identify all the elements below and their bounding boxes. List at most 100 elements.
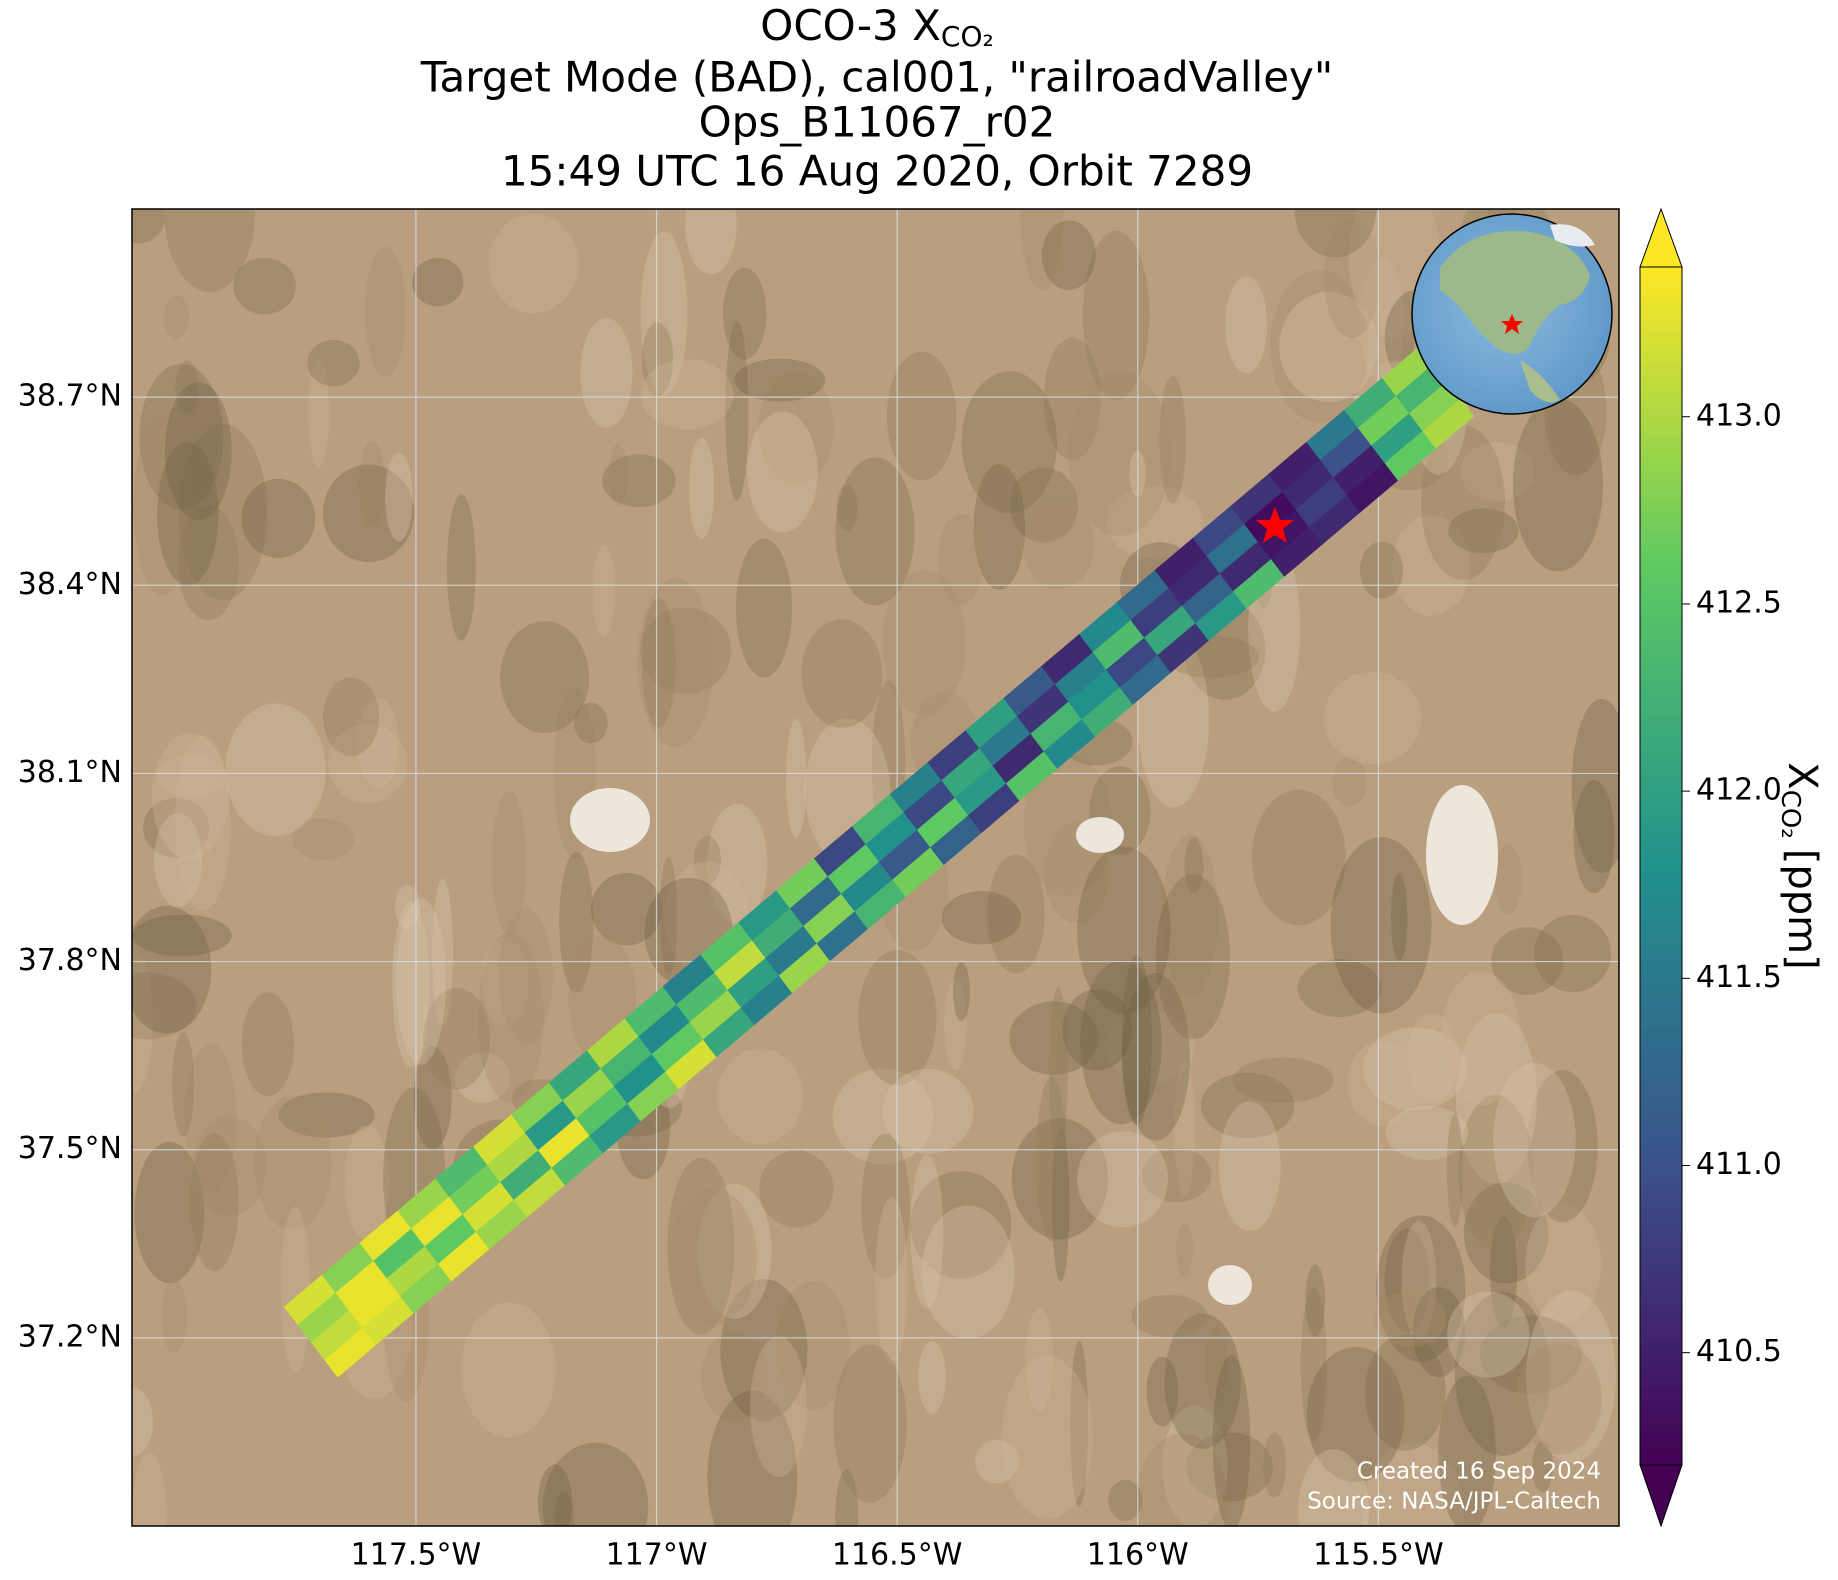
terrain <box>1020 209 1064 290</box>
terrain <box>640 231 688 396</box>
colorbar-segment <box>1640 488 1682 496</box>
terrain <box>385 452 413 542</box>
terrain <box>132 949 153 1094</box>
terrain <box>1412 1286 1466 1378</box>
terrain <box>1011 1118 1108 1240</box>
colorbar-segment <box>1640 644 1682 651</box>
terrain <box>1041 220 1096 290</box>
terrain <box>1460 442 1535 502</box>
colorbar-segment <box>1640 410 1682 418</box>
terrain <box>1526 1290 1616 1463</box>
colorbar-segment <box>1640 512 1682 520</box>
terrain <box>327 723 407 804</box>
colorbar-segment <box>1640 698 1682 705</box>
target-star <box>1501 314 1523 334</box>
colorbar-segment <box>1640 830 1682 837</box>
colorbar-segment <box>1640 871 1682 879</box>
colorbar-segment <box>1640 1315 1682 1322</box>
colorbar-segment <box>1640 542 1682 550</box>
terrain <box>944 980 967 1071</box>
map-frame <box>131 208 1620 1527</box>
colorbar-segment <box>1640 530 1682 538</box>
colorbar-segment <box>1640 788 1682 795</box>
terrain <box>1446 1113 1463 1228</box>
colorbar-segment <box>1640 386 1682 394</box>
terrain <box>163 209 256 292</box>
terrain <box>1525 1203 1601 1324</box>
terrain <box>395 885 421 929</box>
colorbar-label-part: [ppm] <box>1779 849 1825 970</box>
colorbar-segment <box>1640 458 1682 466</box>
terrain <box>132 914 232 957</box>
terrain <box>500 621 590 734</box>
terrain <box>1494 844 1522 914</box>
terrain <box>134 1141 205 1284</box>
terrain <box>172 1032 195 1137</box>
colorbar-segment <box>1640 368 1682 376</box>
terrain <box>747 411 818 533</box>
colorbar-segment <box>1640 560 1682 568</box>
colorbar-tick-label: 413.0 <box>1696 398 1782 433</box>
terrain <box>1212 1355 1251 1526</box>
terrain <box>1184 837 1204 893</box>
colorbar-segment <box>1640 398 1682 406</box>
colorbar-segment <box>1640 1063 1682 1071</box>
terrain <box>481 938 530 1026</box>
colorbar-tick-label: 410.5 <box>1696 1334 1782 1369</box>
colorbar-segment <box>1640 848 1682 855</box>
terrain <box>886 351 957 481</box>
terrain <box>1025 1308 1054 1412</box>
terrain <box>323 677 380 757</box>
terrain <box>308 359 330 467</box>
terrain <box>491 791 527 936</box>
title-text: OCO-3 X <box>760 1 941 50</box>
colorbar-segment <box>1640 1003 1682 1011</box>
colorbar-segment <box>1640 446 1682 454</box>
colorbar-segment <box>1640 1105 1682 1113</box>
colorbar-segment <box>1640 1213 1682 1221</box>
colorbar-segment <box>1640 1093 1682 1101</box>
colorbar-segment <box>1640 1273 1682 1280</box>
terrain <box>590 872 663 946</box>
colorbar-extend-max <box>1639 207 1683 268</box>
colorbar-segment <box>1640 895 1682 903</box>
terrain <box>961 371 1058 514</box>
colorbar-segment <box>1640 452 1682 460</box>
terrain <box>1332 756 1368 807</box>
dry-lake <box>1076 817 1124 853</box>
terrain <box>432 878 454 1027</box>
terrain <box>1490 1216 1518 1329</box>
colorbar-segment <box>1640 1459 1682 1466</box>
terrain <box>952 962 970 1022</box>
terrain <box>835 1468 859 1526</box>
terrain <box>875 1197 908 1365</box>
colorbar-segment <box>1640 668 1682 675</box>
terrain <box>697 1183 772 1319</box>
colorbar-segment <box>1640 374 1682 382</box>
colorbar-label-part: X <box>1779 762 1825 789</box>
colorbar-segment <box>1640 973 1682 981</box>
terrain <box>357 697 399 789</box>
colorbar-segment <box>1640 272 1682 280</box>
colorbar-segment <box>1640 1087 1682 1095</box>
terrain <box>1121 955 1152 1126</box>
colorbar-segment <box>1640 500 1682 508</box>
terrain <box>786 718 807 839</box>
colorbar-segment <box>1640 1171 1682 1179</box>
terrain <box>1463 1182 1549 1284</box>
terrain <box>253 1095 332 1231</box>
terrain <box>1023 754 1113 897</box>
terrain <box>1347 1041 1419 1126</box>
terrain <box>1155 874 1231 1040</box>
terrain <box>412 257 464 307</box>
colorbar-segment <box>1640 638 1682 645</box>
terrain <box>554 1491 574 1526</box>
colorbar-segment <box>1640 1123 1682 1131</box>
colorbar-segment <box>1640 596 1682 604</box>
colorbar-segment <box>1640 794 1682 801</box>
terrain <box>1407 1012 1459 1102</box>
terrain <box>1376 1215 1466 1362</box>
terrain <box>174 735 231 911</box>
terrain <box>1159 375 1186 504</box>
colorbar-segment <box>1640 674 1682 681</box>
